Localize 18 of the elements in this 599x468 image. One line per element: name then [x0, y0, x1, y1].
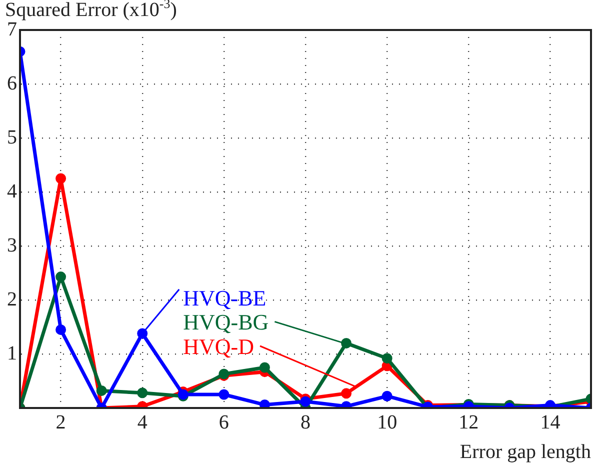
x-tick-label: 10	[377, 411, 398, 434]
y-tick-label: 3	[7, 234, 17, 256]
y-tick-label: 6	[7, 72, 17, 94]
series-label: HVQ-D	[183, 334, 254, 359]
x-tick-label: 14	[540, 411, 560, 434]
x-axis-title: Error gap length	[460, 441, 591, 463]
x-tick-label: 4	[137, 411, 148, 434]
series-label: HVQ-BG	[183, 310, 269, 335]
x-tick-label: 12	[458, 411, 479, 434]
y-tick-label: 4	[7, 180, 17, 202]
x-tick-label: 6	[218, 411, 229, 434]
y-tick-label: 1	[7, 342, 17, 364]
y-tick-label: 7	[7, 18, 17, 40]
x-tick-label: 2	[56, 411, 66, 434]
legend-label: HVQ-BE	[183, 285, 266, 310]
y-tick-label: 2	[7, 288, 17, 310]
y-tick-label: 5	[7, 126, 17, 148]
x-tick-label: 8	[300, 411, 310, 434]
